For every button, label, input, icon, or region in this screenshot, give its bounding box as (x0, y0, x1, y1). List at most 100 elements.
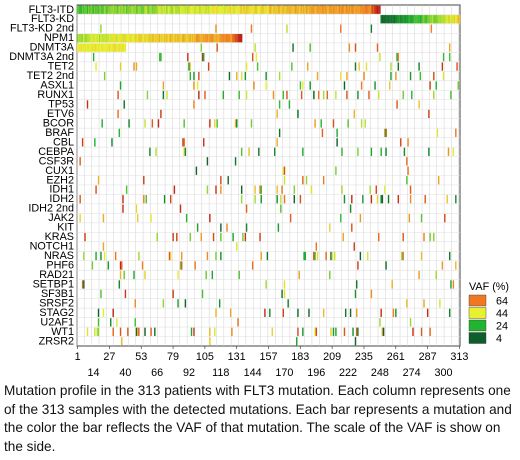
mutation-bar (184, 5, 187, 14)
mutation-bar (336, 138, 338, 147)
mutation-bar (419, 71, 422, 81)
mutation-bar (380, 147, 382, 156)
mutation-bar (397, 62, 400, 71)
mutation-bar (196, 5, 199, 14)
gene-label: BCOR (43, 117, 74, 129)
mutation-bar (128, 5, 130, 14)
mutation-bar (354, 43, 357, 52)
mutation-bar (385, 128, 387, 138)
mutation-bar (409, 318, 412, 327)
mutation-bar (433, 232, 435, 242)
mutation-bar (433, 71, 435, 81)
mutation-bar (157, 5, 160, 14)
mutation-bar (313, 90, 315, 100)
mutation-bar (119, 327, 122, 336)
mutation-bar (420, 327, 423, 336)
mutation-bar (302, 176, 304, 185)
mutation-bar (458, 15, 461, 24)
mutation-bar (258, 147, 260, 156)
mutation-bar (281, 5, 283, 14)
mutation-bar (95, 34, 97, 43)
mutation-bar (101, 34, 103, 43)
mutation-bar (144, 270, 146, 280)
x-tick-label: 313 (450, 351, 468, 363)
mutation-bar (108, 43, 111, 52)
mutation-bar (403, 15, 406, 24)
mutation-bar (187, 52, 189, 62)
mutation-bar (433, 90, 435, 100)
mutation-bar (132, 5, 134, 14)
mutation-bar (176, 34, 178, 43)
mutation-bar (199, 5, 201, 14)
mutation-bar (140, 34, 143, 43)
mutation-bar (121, 261, 123, 270)
mutation-bar (141, 261, 144, 270)
mutation-bar (178, 34, 180, 43)
mutation-bar (163, 195, 166, 204)
mutation-bar (184, 147, 187, 156)
mutation-bar (181, 261, 183, 270)
gene-label: IDH2 (49, 193, 74, 205)
mutation-bar (144, 34, 146, 43)
mutation-bar (181, 251, 183, 261)
mutation-bar (269, 5, 271, 14)
mutation-bar (238, 90, 240, 100)
mutation-bar (385, 15, 387, 24)
mutation-bar (390, 62, 392, 71)
mutation-bar (133, 34, 135, 43)
mutation-bar (94, 327, 96, 336)
gene-label: IDH1 (49, 184, 74, 196)
mutation-bar (95, 5, 97, 14)
mutation-bar (351, 5, 353, 14)
mutation-bar (89, 43, 91, 52)
mutation-bar (282, 90, 284, 100)
mutation-bar (420, 15, 423, 24)
mutation-bar (455, 15, 457, 24)
mutation-bar (316, 71, 319, 81)
mutation-bar (412, 15, 414, 24)
mutation-bar (119, 34, 122, 43)
mutation-bar (100, 43, 102, 52)
mutation-bar (141, 5, 144, 14)
mutation-bar (174, 5, 177, 14)
mutation-bar (228, 34, 231, 43)
mutation-bar (335, 166, 337, 175)
mutation-bar (365, 62, 368, 71)
mutation-bar (189, 5, 191, 14)
mutation-bar (371, 5, 374, 14)
x-tick-labels: 1 27 53 79 105 131 157 183 209 235 261 287 313 14 40 66… (75, 346, 468, 379)
mutation-bar (390, 71, 392, 81)
mutation-bar (260, 5, 262, 14)
mutation-bar (376, 195, 379, 204)
mutation-bar (77, 5, 79, 14)
mutation-bar (187, 34, 189, 43)
x-tick-label: 92 (183, 367, 195, 379)
mutation-bar (138, 327, 140, 336)
mutation-bar (183, 5, 185, 14)
mutation-bar (297, 5, 299, 14)
mutation-bar (292, 5, 294, 14)
mutation-bar (277, 223, 280, 232)
mutation-bar (430, 15, 433, 24)
mutation-bar (138, 251, 140, 261)
mutation-bar (102, 43, 105, 52)
mutation-bar (128, 34, 130, 43)
mutation-bar (258, 5, 260, 14)
mutation-bar (92, 52, 95, 62)
mutation-bar (210, 5, 212, 14)
mutation-bar (240, 34, 243, 43)
mutation-bar (256, 5, 259, 14)
mutation-bar (384, 15, 386, 24)
mutation-bar (90, 43, 92, 52)
mutation-bar (179, 5, 182, 14)
mutation-bar (146, 5, 149, 14)
gene-label: CEBPA (38, 146, 75, 158)
mutation-bar (231, 327, 233, 336)
mutation-bar (134, 34, 136, 43)
mutation-bar (156, 232, 158, 242)
mutation-bar (118, 128, 121, 138)
mutation-bar (84, 5, 86, 14)
mutation-bar (223, 5, 226, 14)
mutation-bar (440, 15, 442, 24)
gene-label: NPM1 (44, 32, 74, 44)
